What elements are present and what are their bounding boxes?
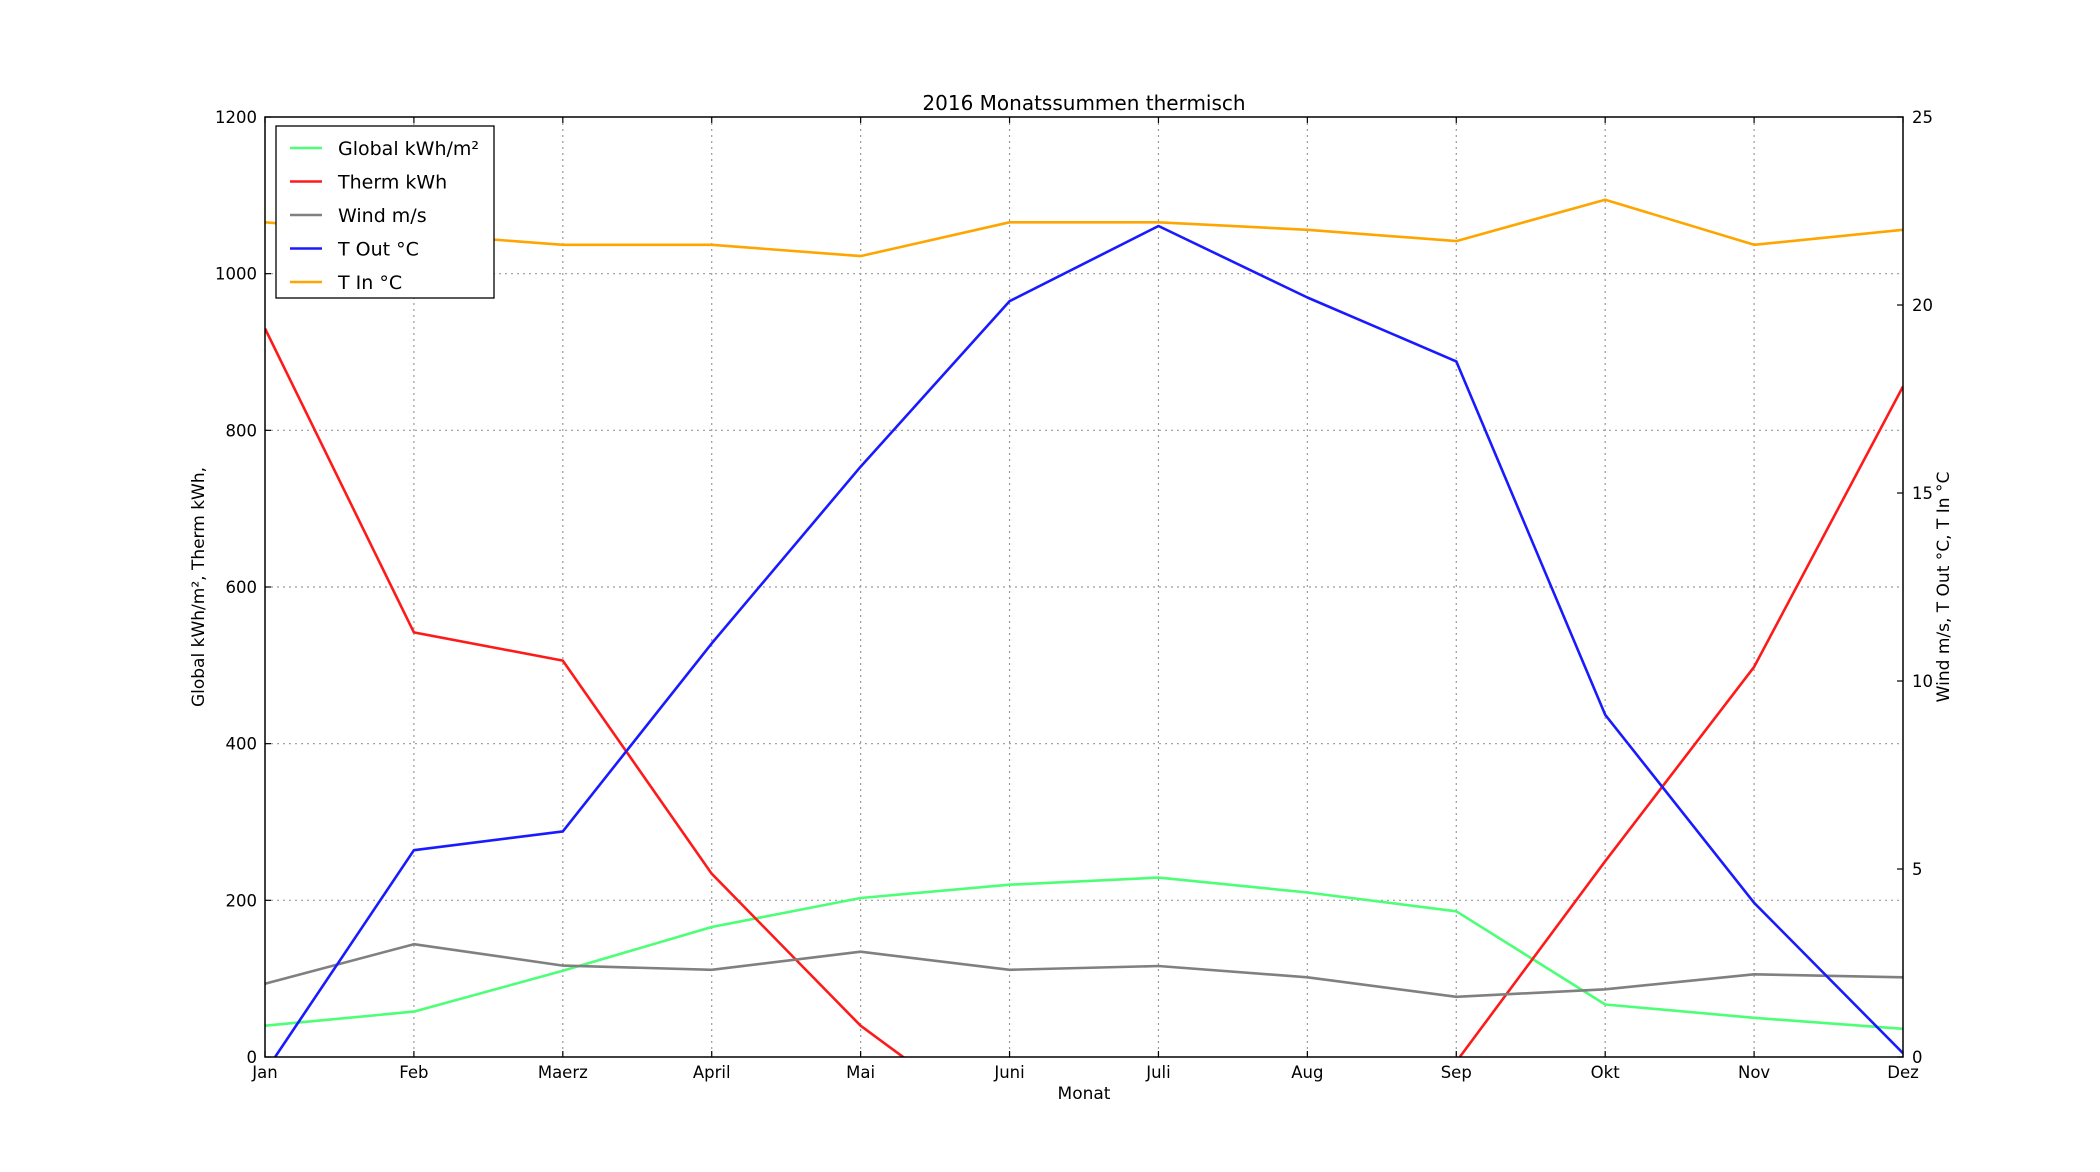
legend-label-t-out-c: T Out °C: [337, 239, 419, 261]
legend-label-wind-m-s: Wind m/s: [338, 205, 427, 227]
y-tick-label-left: 0: [247, 1048, 258, 1067]
series-line-t-out-c: [273, 224, 1903, 1057]
series-line-global-kwh-m: [265, 876, 1903, 1031]
y-axis-label-left: Global kWh/m², Therm kWh,: [189, 467, 209, 707]
y-tick-label-left: 1000: [215, 265, 257, 284]
x-tick-label: Maerz: [538, 1063, 588, 1082]
y-tick-label-left: 800: [226, 421, 258, 440]
y-tick-label-left: 200: [226, 891, 258, 910]
legend-label-therm-kwh: Therm kWh: [337, 172, 447, 194]
grid-lines: [265, 117, 1903, 1057]
x-tick-label: April: [693, 1063, 731, 1082]
x-tick-label: Okt: [1591, 1063, 1621, 1082]
series-line-therm-kwh: [265, 327, 1903, 1057]
series-lines: [265, 198, 1903, 1057]
y-tick-label-left: 600: [226, 578, 258, 597]
series-line-t-in-c: [265, 198, 1903, 258]
legend-label-global-kwh-m: Global kWh/m²: [338, 138, 479, 160]
x-tick-label: Sep: [1441, 1063, 1472, 1082]
y-tick-label-right: 15: [1912, 484, 1933, 503]
tick-marks: [264, 116, 1904, 1058]
y-tick-label-right: 20: [1912, 296, 1933, 315]
x-tick-label: Juli: [1145, 1063, 1171, 1082]
x-tick-label: Feb: [399, 1063, 428, 1082]
y-tick-label-right: 0: [1912, 1048, 1923, 1067]
y-tick-label-right: 5: [1912, 860, 1923, 879]
y-tick-label-left: 400: [226, 735, 258, 754]
series-line-wind-m-s: [265, 942, 1903, 999]
x-tick-label: Juni: [993, 1063, 1024, 1082]
chart-title: 2016 Monatssummen thermisch: [922, 91, 1245, 115]
x-tick-label: Aug: [1291, 1063, 1323, 1082]
x-tick-label: Jan: [251, 1063, 277, 1082]
y-axis-label-right: Wind m/s, T Out °C, T In °C: [1934, 472, 1954, 703]
y-tick-label-right: 25: [1912, 108, 1933, 127]
x-tick-label: Nov: [1738, 1063, 1770, 1082]
y-tick-label-left: 1200: [215, 108, 257, 127]
x-axis-label: Monat: [1058, 1084, 1111, 1104]
y-tick-label-right: 10: [1912, 672, 1933, 691]
x-tick-label: Dez: [1887, 1063, 1919, 1082]
legend: Global kWh/m² Therm kWh Wind m/s T Out °C T …: [275, 125, 495, 299]
x-tick-label: Mai: [846, 1063, 875, 1082]
legend-label-t-in-c: T In °C: [337, 272, 402, 294]
legend-box: [275, 125, 495, 299]
